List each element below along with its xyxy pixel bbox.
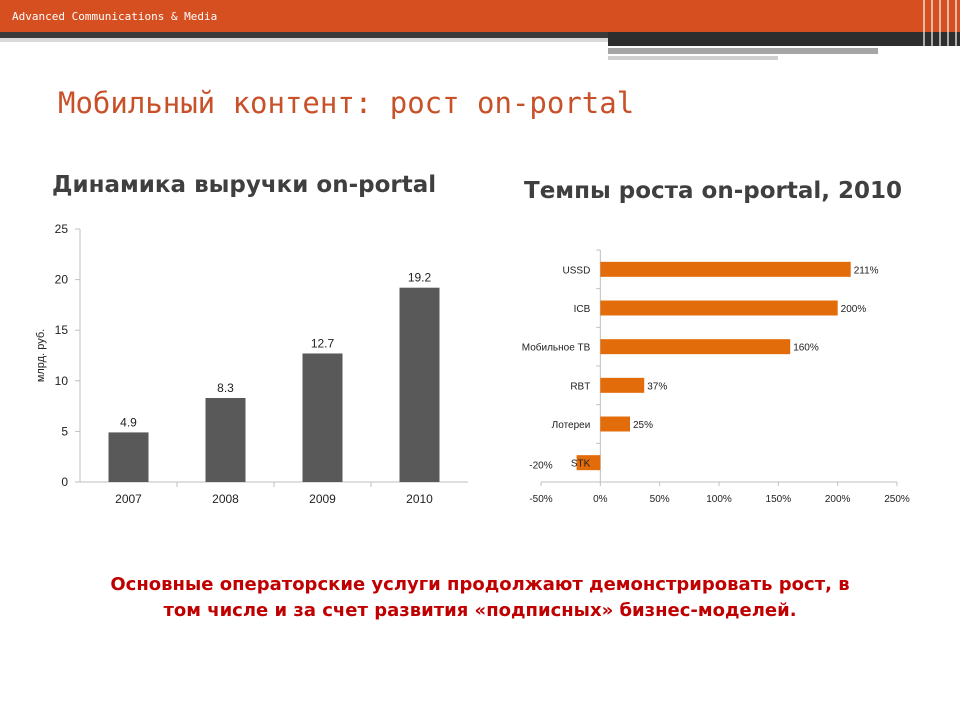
header-stripe-grey [608,48,878,54]
growth-chart-title: Темпы роста on-portal, 2010 [524,178,903,204]
growth-bar [600,300,838,316]
revenue-bar [302,353,343,482]
bar-value-label: -20% [529,461,552,472]
growth-bar [600,261,851,277]
x-tick-label: 2010 [406,492,433,506]
y-tick-label: 15 [55,323,69,337]
conclusion-text: Основные операторские услуги продолжают … [40,572,920,624]
revenue-bar [399,287,440,482]
header-decoration [923,0,957,46]
bar-value-label: 8.3 [217,381,234,395]
category-label: USSD [563,265,591,276]
category-label: RBT [570,381,590,392]
y-tick-label: 5 [61,424,68,438]
header-stripe-light [0,38,608,42]
category-label: Лотереи [552,420,591,431]
x-tick-label: 2009 [309,492,336,506]
x-tick-label: -50% [529,494,552,505]
x-tick-label: 2007 [115,492,142,506]
category-label: Мобильное ТВ [522,342,591,354]
header-stripe-dark [0,32,960,40]
x-tick-label: 100% [706,494,732,505]
x-tick-label: 200% [825,494,851,505]
y-tick-label: 0 [61,475,68,489]
bar-value-label: 4.9 [120,415,137,429]
bar-value-label: 211% [854,265,879,276]
revenue-chart-title: Динамика выручки on-portal [52,172,437,198]
y-tick-label: 20 [55,273,69,287]
bar-value-label: 25% [633,420,653,431]
x-tick-label: 50% [650,494,670,505]
bar-value-label: 160% [793,343,819,354]
top-banner [0,0,960,32]
header-stripe-black [608,32,960,46]
growth-bar [576,455,601,471]
x-tick-label: 150% [766,494,792,505]
brand-label: Advanced Communications & Media [12,10,218,23]
bar-value-label: 12.7 [311,336,335,350]
bar-value-label: 19.2 [408,271,432,285]
bar-value-label: 200% [841,304,867,315]
conclusion-line-1: Основные операторские услуги продолжают … [110,574,850,595]
x-tick-label: 0% [593,494,608,505]
growth-bar [600,377,645,393]
x-tick-label: 250% [884,494,910,505]
x-tick-label: 2008 [212,492,239,506]
bar-value-label: 37% [647,381,667,392]
y-tick-label: 10 [55,374,69,388]
category-label: STK [571,459,591,470]
revenue-bar [205,398,246,482]
category-label: ICB [574,304,591,315]
growth-bar [600,416,630,432]
growth-bar [600,339,791,355]
y-tick-label: 25 [55,222,69,236]
slide-title: Мобильный контент: рост on-portal [58,86,635,120]
header-stripe-grey-thin [608,56,778,60]
revenue-bar [108,432,149,482]
conclusion-line-2: том числе и за счет развития «подписных»… [163,600,797,621]
y-axis-title: млрд. руб. [35,329,47,382]
